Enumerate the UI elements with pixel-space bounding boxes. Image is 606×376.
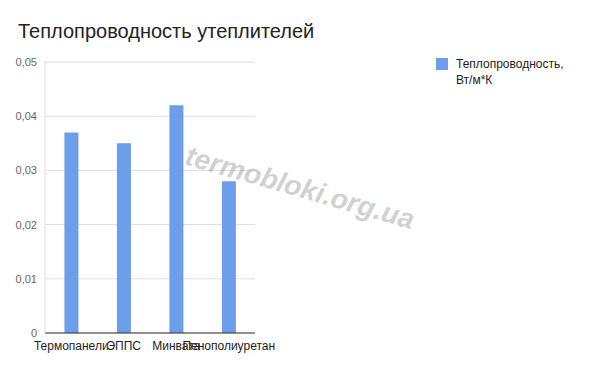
svg-text:Термопанели: Термопанели (34, 339, 109, 353)
html-text:Теплопроводность утеплителей: Теплопроводность утеплителей (18, 20, 315, 42)
svg-text:0,04: 0,04 (16, 110, 37, 122)
svg-text:0,05: 0,05 (16, 56, 37, 68)
svg-text:Пенополиуретан: Пенополиуретан (182, 339, 275, 353)
html-text:termobloki.org.ua: termobloki.org.ua (182, 140, 419, 235)
svg-text:0,01: 0,01 (16, 273, 37, 285)
svg-text:Минвата: Минвата (152, 338, 201, 353)
svg-text:0,02: 0,02 (16, 219, 37, 231)
svg-text:0,03: 0,03 (16, 164, 37, 176)
svg-text:0: 0 (31, 327, 37, 339)
html-text:Теплопроводность, Вт/м*К: Теплопроводность, Вт/м*К (456, 57, 564, 87)
svg-text:ЭППС: ЭППС (106, 339, 141, 353)
